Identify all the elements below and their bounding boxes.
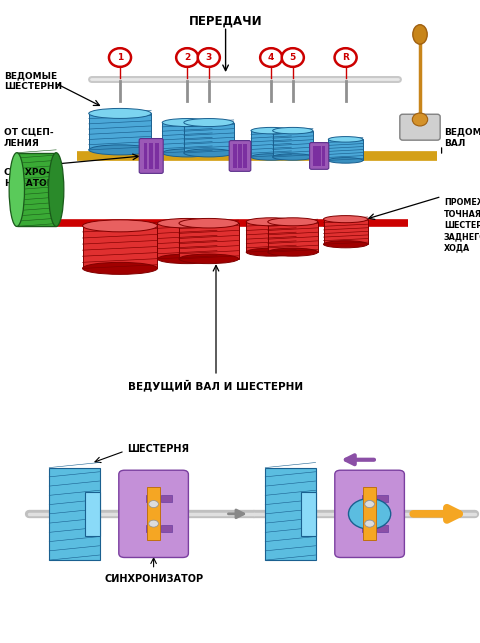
Circle shape [365, 520, 374, 527]
Bar [161, 494, 171, 502]
Bar [179, 223, 239, 259]
Ellipse shape [413, 24, 427, 44]
Ellipse shape [324, 240, 368, 248]
Bar [313, 146, 317, 166]
Bar [144, 143, 147, 169]
Text: ВЕДОМЫЙ
ВАЛ: ВЕДОМЫЙ ВАЛ [444, 127, 480, 149]
Ellipse shape [83, 220, 157, 232]
Text: R: R [342, 53, 349, 62]
Bar [184, 123, 234, 153]
Bar [246, 222, 296, 252]
Bar [157, 223, 217, 259]
Bar [83, 226, 157, 268]
Ellipse shape [162, 149, 212, 157]
Text: ПРОМЕЖУ-
ТОЧНАЯ
ШЕСТЕРНЯ
ЗАДНЕГО
ХОДА: ПРОМЕЖУ- ТОЧНАЯ ШЕСТЕРНЯ ЗАДНЕГО ХОДА [444, 199, 480, 252]
FancyBboxPatch shape [119, 470, 188, 557]
Ellipse shape [179, 219, 239, 228]
Bar [328, 140, 363, 160]
Bar [265, 467, 316, 560]
Ellipse shape [9, 153, 24, 226]
Circle shape [149, 501, 158, 507]
Bar [301, 492, 316, 536]
Bar [149, 143, 153, 169]
Ellipse shape [246, 248, 296, 256]
Ellipse shape [324, 215, 368, 222]
Bar [161, 525, 171, 532]
Bar [317, 146, 321, 166]
Ellipse shape [48, 153, 64, 226]
Circle shape [365, 520, 374, 527]
Bar [273, 131, 313, 157]
Bar [147, 487, 160, 540]
Text: ШЕСТЕРНЯ: ШЕСТЕРНЯ [127, 444, 189, 454]
Ellipse shape [328, 158, 363, 163]
Bar [322, 146, 325, 166]
Ellipse shape [157, 254, 217, 264]
Ellipse shape [157, 219, 217, 228]
Bar [243, 145, 247, 168]
Circle shape [260, 48, 282, 67]
Circle shape [348, 498, 391, 529]
Bar [377, 494, 387, 502]
Circle shape [149, 520, 158, 527]
Bar [362, 494, 373, 502]
Bar [268, 222, 318, 252]
Circle shape [282, 48, 304, 67]
FancyBboxPatch shape [310, 143, 329, 169]
Circle shape [109, 48, 131, 67]
Text: ВЕДУЩИЙ ВАЛ И ШЕСТЕРНИ: ВЕДУЩИЙ ВАЛ И ШЕСТЕРНИ [129, 379, 303, 391]
Bar [233, 145, 237, 168]
Circle shape [335, 48, 357, 67]
Ellipse shape [246, 218, 296, 226]
Text: 2: 2 [184, 53, 191, 62]
Bar [146, 494, 157, 502]
Ellipse shape [162, 118, 212, 127]
Bar [155, 143, 159, 169]
Ellipse shape [328, 136, 363, 142]
Text: СИНХРОНИЗАТОР: СИНХРОНИЗАТОР [104, 574, 203, 584]
Text: 5: 5 [289, 53, 296, 62]
Bar [377, 525, 387, 532]
Bar [49, 467, 100, 560]
Circle shape [198, 48, 220, 67]
Bar [89, 113, 151, 150]
Bar [85, 492, 100, 536]
Bar [238, 145, 242, 168]
Bar [17, 153, 56, 226]
Circle shape [176, 48, 198, 67]
Text: ПЕРЕДАЧИ: ПЕРЕДАЧИ [189, 14, 263, 27]
Bar [362, 525, 373, 532]
Text: СИНХРО-
НИЗАТОРЫ: СИНХРО- НИЗАТОРЫ [4, 168, 62, 188]
Ellipse shape [251, 127, 291, 134]
Ellipse shape [273, 154, 313, 160]
FancyBboxPatch shape [139, 138, 163, 174]
Ellipse shape [268, 248, 318, 256]
Text: ВЕДОМЫЕ
ШЕСТЕРНИ: ВЕДОМЫЕ ШЕСТЕРНИ [4, 71, 62, 91]
Bar [162, 123, 212, 153]
FancyBboxPatch shape [400, 114, 440, 140]
FancyBboxPatch shape [229, 141, 251, 171]
Ellipse shape [273, 127, 313, 134]
Ellipse shape [184, 149, 234, 157]
Ellipse shape [89, 109, 151, 118]
Ellipse shape [268, 218, 318, 226]
Text: 4: 4 [268, 53, 275, 62]
Bar [251, 131, 291, 157]
FancyBboxPatch shape [335, 470, 404, 557]
Circle shape [365, 501, 374, 507]
Text: 3: 3 [205, 53, 212, 62]
Circle shape [365, 501, 374, 507]
Ellipse shape [251, 154, 291, 160]
Ellipse shape [89, 145, 151, 155]
Text: 1: 1 [117, 53, 123, 62]
Ellipse shape [179, 254, 239, 264]
Ellipse shape [83, 262, 157, 275]
Text: ОТ СЦЕП-
ЛЕНИЯ: ОТ СЦЕП- ЛЕНИЯ [4, 127, 53, 148]
Bar [146, 525, 157, 532]
Bar [324, 219, 368, 244]
Ellipse shape [184, 118, 234, 127]
Circle shape [412, 113, 428, 126]
Bar [363, 487, 376, 540]
